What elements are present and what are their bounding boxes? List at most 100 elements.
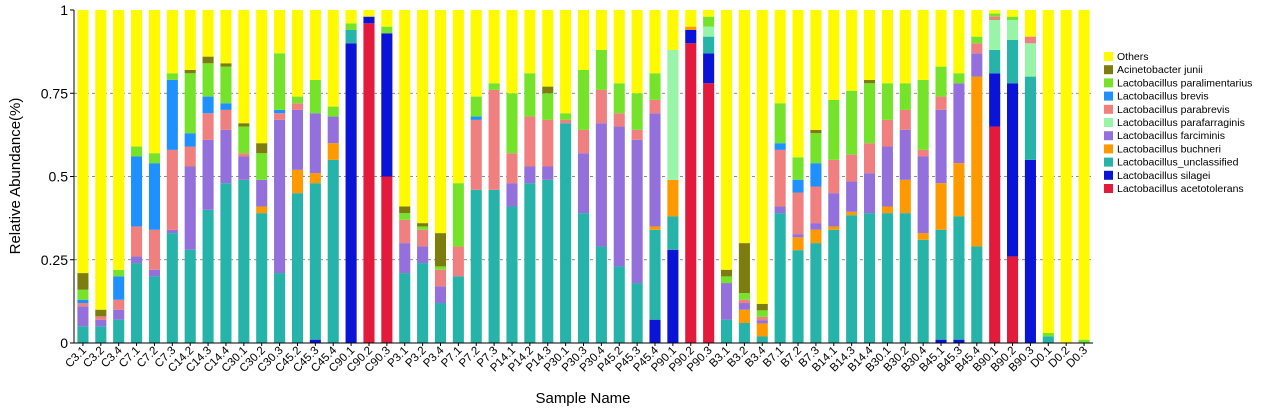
bar-stack bbox=[184, 10, 196, 343]
bar-segment bbox=[202, 63, 214, 97]
bar-segment bbox=[131, 226, 143, 257]
legend-item: Lactobacillus buchneri bbox=[1104, 143, 1221, 155]
bar-segment bbox=[613, 10, 625, 84]
bar-segment bbox=[649, 226, 661, 230]
bar-segment bbox=[577, 69, 590, 130]
y-tick-labels: 0 0.25 0.5 0.75 1 bbox=[41, 2, 74, 351]
bar-segment bbox=[274, 119, 286, 274]
bar-segment bbox=[238, 153, 250, 157]
bar-segment bbox=[220, 109, 232, 130]
bar-segment bbox=[542, 93, 554, 120]
bar-segment bbox=[631, 93, 643, 130]
bar-segment bbox=[1007, 39, 1019, 84]
bar-segment bbox=[649, 319, 661, 343]
bar-segment bbox=[417, 246, 429, 264]
bar-segment bbox=[327, 10, 339, 107]
y-tick-label: 0.25 bbox=[41, 252, 68, 268]
bar-segment bbox=[434, 286, 447, 304]
bar-stack bbox=[1078, 10, 1090, 343]
bar-segment bbox=[810, 129, 822, 134]
bar-segment bbox=[935, 183, 947, 230]
bar-stack bbox=[685, 10, 697, 344]
bar-segment bbox=[613, 83, 625, 114]
bar-segment bbox=[810, 10, 822, 130]
bar-segment bbox=[828, 226, 840, 230]
bar-segment bbox=[309, 79, 321, 114]
bar-segment bbox=[327, 116, 339, 144]
bar-segment bbox=[184, 69, 196, 74]
bar-segment bbox=[649, 73, 661, 100]
bar-segment bbox=[524, 73, 536, 117]
bar-stack bbox=[363, 10, 375, 343]
bar-stack bbox=[560, 10, 572, 343]
bar-segment bbox=[881, 83, 893, 120]
bar-segment bbox=[989, 49, 1001, 74]
bar-segment bbox=[113, 299, 125, 310]
bar-segment bbox=[917, 149, 929, 157]
bar-segment bbox=[452, 276, 464, 343]
bar-segment bbox=[685, 43, 697, 344]
legend-label: Lactobacillus parafarraginis bbox=[1117, 117, 1245, 129]
bar-segment bbox=[542, 166, 554, 180]
bar-segment bbox=[953, 10, 965, 74]
bar-segment bbox=[1024, 76, 1036, 160]
bar-segment bbox=[703, 36, 715, 54]
bar-segment bbox=[434, 233, 447, 267]
bar-segment bbox=[148, 269, 160, 277]
bar-segment bbox=[738, 299, 750, 304]
bar-segment bbox=[667, 249, 679, 343]
bar-segment bbox=[989, 10, 1001, 14]
bar-segment bbox=[77, 10, 89, 274]
bar-stack bbox=[881, 10, 893, 343]
bar-segment bbox=[720, 269, 733, 277]
bar-stack bbox=[863, 10, 876, 343]
bar-segment bbox=[95, 319, 107, 327]
bar-stack bbox=[703, 10, 715, 343]
bar-segment bbox=[595, 123, 607, 247]
bar-segment bbox=[542, 179, 554, 343]
bar-segment bbox=[631, 139, 643, 284]
bar-segment bbox=[792, 10, 804, 158]
bar-segment bbox=[434, 303, 447, 343]
bar-segment bbox=[95, 309, 107, 317]
bar-segment bbox=[810, 186, 822, 224]
bar-segment bbox=[810, 133, 822, 164]
bar-segment bbox=[77, 289, 89, 300]
bar-segment bbox=[113, 276, 125, 300]
bar-segment bbox=[971, 10, 983, 37]
bar-segment bbox=[881, 213, 893, 343]
bar-segment bbox=[953, 339, 965, 343]
bar-segment bbox=[667, 216, 679, 250]
legend-item: Lactobacillus silagei bbox=[1104, 170, 1210, 182]
bar-segment bbox=[756, 310, 768, 317]
bar-segment bbox=[774, 143, 786, 150]
bar-segment bbox=[720, 276, 733, 284]
bar-segment bbox=[774, 10, 786, 104]
bar-stack bbox=[720, 10, 733, 343]
bar-segment bbox=[309, 10, 321, 80]
y-tick-label: 0.75 bbox=[41, 85, 68, 101]
bar-segment bbox=[667, 49, 679, 180]
bar-segment bbox=[381, 10, 393, 27]
bar-segment bbox=[685, 29, 697, 44]
bar-stack bbox=[309, 10, 321, 343]
bar-segment bbox=[506, 153, 518, 184]
bar-segment bbox=[953, 83, 965, 164]
bar-segment bbox=[202, 209, 214, 343]
bar-segment bbox=[309, 113, 321, 174]
bar-segment bbox=[113, 10, 125, 270]
bar-segment bbox=[703, 26, 715, 37]
bar-stack bbox=[417, 10, 429, 343]
bar-segment bbox=[971, 36, 983, 44]
bar-segment bbox=[846, 10, 858, 91]
bar-stack bbox=[220, 10, 232, 343]
bar-stack bbox=[846, 10, 858, 343]
bar-segment bbox=[810, 229, 822, 244]
bar-segment bbox=[148, 229, 160, 270]
bar-segment bbox=[685, 26, 697, 30]
bar-segment bbox=[166, 233, 178, 343]
bar-segment bbox=[828, 10, 840, 100]
bar-segment bbox=[738, 323, 750, 343]
bar-segment bbox=[828, 229, 840, 343]
